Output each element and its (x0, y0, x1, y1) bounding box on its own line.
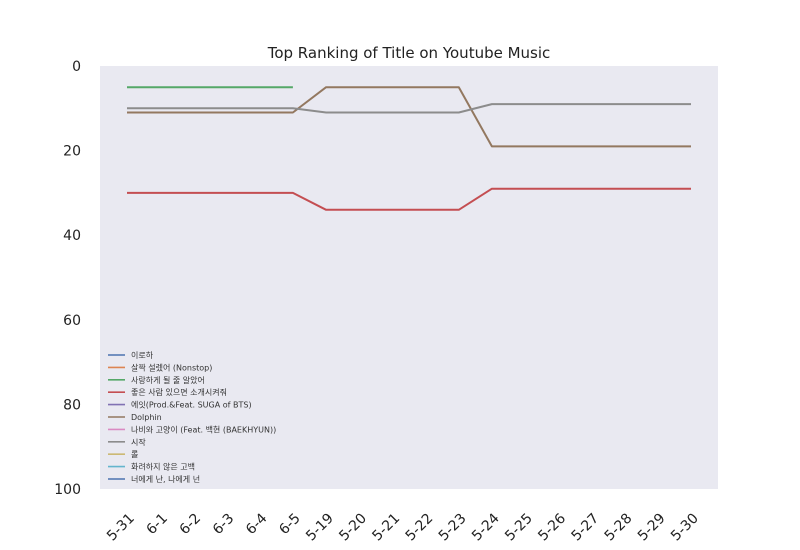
x-tick-label: 5-21 (369, 511, 403, 545)
x-tick-label: 5-30 (668, 511, 702, 545)
x-tick-label: 6-4 (243, 510, 271, 538)
legend-label: 좋은 사람 있으면 소개시켜줘 (131, 387, 227, 397)
x-tick-label: 5-24 (469, 510, 503, 544)
legend-label: 에잇(Prod.&Feat. SUGA of BTS) (131, 400, 252, 410)
legend-label: 화려하지 않은 고백 (131, 462, 195, 472)
legend-label: 시작 (131, 437, 146, 447)
x-tick-label: 5-25 (502, 511, 536, 545)
y-tick-label: 40 (63, 228, 81, 244)
plot-area (100, 66, 718, 489)
legend-label: 나비와 고양이 (Feat. 백현 (BAEKHYUN)) (131, 424, 276, 434)
x-tick-label: 5-31 (104, 511, 138, 545)
x-tick-label: 5-20 (336, 511, 370, 545)
chart-title: Top Ranking of Title on Youtube Music (267, 44, 551, 62)
legend-label: 살짝 설렜어 (Nonstop) (131, 362, 212, 372)
x-tick-label: 5-28 (602, 511, 636, 545)
x-tick-label: 5-29 (635, 511, 669, 545)
y-tick-label: 80 (63, 397, 81, 413)
y-tick-label: 60 (63, 313, 81, 329)
x-tick-label: 5-22 (403, 511, 437, 545)
x-tick-label: 5-26 (535, 510, 569, 544)
legend-label: 너에게 난, 나에게 넌 (131, 474, 200, 484)
x-tick-label: 6-2 (177, 511, 204, 538)
y-tick-label: 0 (72, 59, 81, 75)
x-tick-label: 6-3 (210, 511, 237, 538)
legend-label: 이로하 (131, 350, 154, 360)
series-lines (127, 86, 691, 211)
legend-label: Dolphin (131, 413, 162, 422)
x-tick-label: 5-27 (569, 511, 603, 545)
x-tick-label: 6-1 (144, 511, 171, 538)
x-tick-label: 6-5 (276, 511, 303, 538)
x-tick-label: 5-19 (303, 511, 337, 545)
legend-label: 롤 (131, 450, 138, 459)
legend-label: 사랑하게 될 줄 알았어 (131, 375, 205, 385)
series-line (127, 103, 691, 114)
series-line (127, 86, 691, 148)
x-axis: 5-31 6-1 6-2 6-3 6-4 6-5 5-19 5-20 5-21 5-22 5-23 5… (104, 510, 702, 544)
x-tick-label: 5-23 (436, 511, 470, 545)
y-axis: 0 20 40 60 80 100 (54, 59, 81, 498)
y-tick-label: 20 (63, 144, 81, 160)
y-tick-label: 100 (54, 482, 81, 498)
series-line (127, 187, 691, 211)
